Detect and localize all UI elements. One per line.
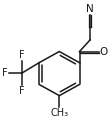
Text: F: F [19,50,24,60]
Text: CH₃: CH₃ [50,108,68,118]
Text: N: N [86,4,94,14]
Text: O: O [99,46,108,57]
Text: F: F [19,86,24,96]
Text: F: F [2,68,8,78]
